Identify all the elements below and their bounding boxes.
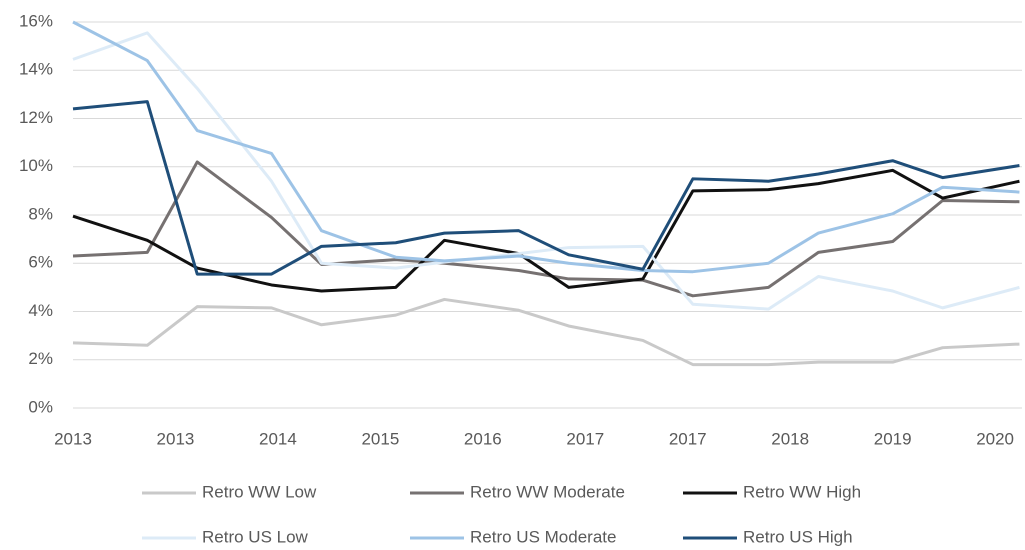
legend-label: Retro US Low (202, 527, 309, 546)
x-tick-label: 2016 (464, 429, 502, 448)
y-tick-label: 10% (19, 156, 53, 175)
x-tick-label: 2020 (976, 429, 1014, 448)
legend-label: Retro WW Moderate (470, 482, 625, 501)
x-tick-label: 2017 (669, 429, 707, 448)
y-tick-label: 6% (28, 253, 53, 272)
y-tick-label: 16% (19, 11, 53, 30)
series-line (72, 168, 1020, 293)
x-tick-label: 2019 (874, 429, 912, 448)
y-tick-label: 12% (19, 108, 53, 127)
x-tick-label: 2014 (259, 429, 297, 448)
legend-label: Retro US High (743, 527, 853, 546)
x-tick-label: 2013 (54, 429, 92, 448)
series-line (72, 297, 1020, 367)
legend-label: Retro US Moderate (470, 527, 616, 546)
x-tick-label: 2013 (157, 429, 195, 448)
y-tick-label: 14% (19, 60, 53, 79)
y-tick-label: 2% (28, 349, 53, 368)
legend-label: Retro WW High (743, 482, 861, 501)
x-tick-label: 2018 (771, 429, 809, 448)
series-line (72, 100, 1020, 276)
y-tick-label: 4% (28, 301, 53, 320)
x-tick-label: 2015 (361, 429, 399, 448)
series-line (72, 160, 1020, 298)
y-tick-label: 8% (28, 204, 53, 223)
legend-label: Retro WW Low (202, 482, 317, 501)
x-tick-label: 2017 (566, 429, 604, 448)
y-tick-label: 0% (28, 397, 53, 416)
series-line (72, 31, 1020, 311)
series-line (72, 20, 1020, 274)
